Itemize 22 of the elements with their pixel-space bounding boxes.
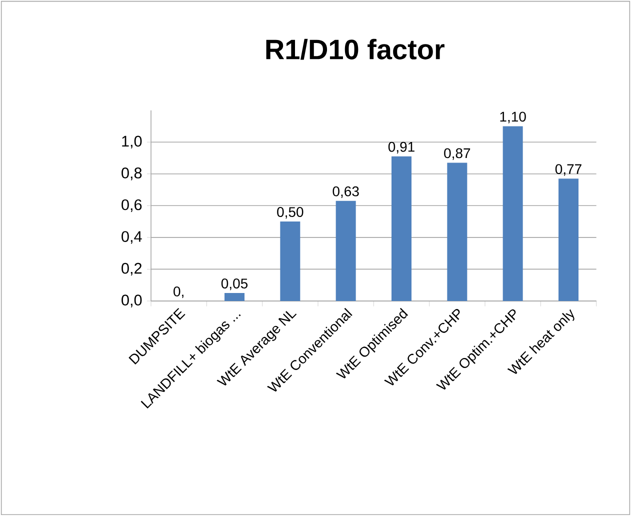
bar [224, 293, 245, 301]
bar [558, 178, 578, 301]
bar [392, 156, 412, 301]
data-label: 0,05 [221, 278, 248, 290]
y-tick-label: 0,0 [122, 294, 142, 308]
y-tick-label: 0,4 [122, 231, 142, 244]
data-label: 0,91 [388, 142, 414, 154]
y-tick-label: 0,2 [122, 262, 142, 276]
data-label: 0, [174, 286, 184, 298]
data-label: 1,10 [500, 112, 526, 124]
bar [447, 162, 468, 301]
chart-title: R1/D10 factor [266, 38, 444, 60]
data-label: 0,50 [277, 207, 304, 219]
data-label: 0,87 [444, 148, 470, 160]
y-tick-label: 1,0 [122, 136, 142, 148]
y-tick-label: 0,6 [122, 199, 142, 212]
y-tick-label: 0,8 [122, 168, 142, 180]
data-label: 0,77 [555, 164, 582, 176]
bar [502, 126, 523, 301]
bar [336, 200, 356, 301]
data-label: 0,63 [332, 186, 359, 198]
bar [280, 222, 300, 301]
